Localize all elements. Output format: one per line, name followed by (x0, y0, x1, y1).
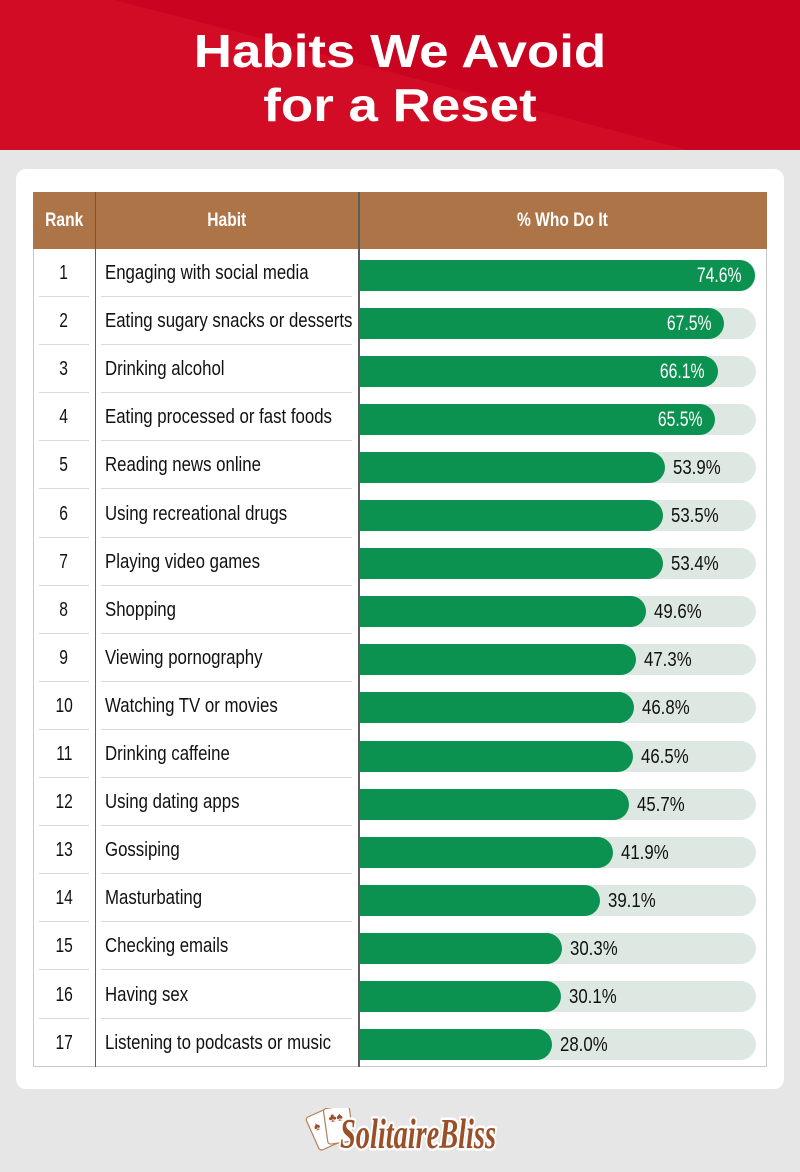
svg-text:♣♠: ♣♠ (328, 1109, 345, 1125)
svg-text:SolitaireBliss: SolitaireBliss (340, 1112, 496, 1158)
svg-text:SolitaireBliss: SolitaireBliss (340, 1112, 496, 1158)
